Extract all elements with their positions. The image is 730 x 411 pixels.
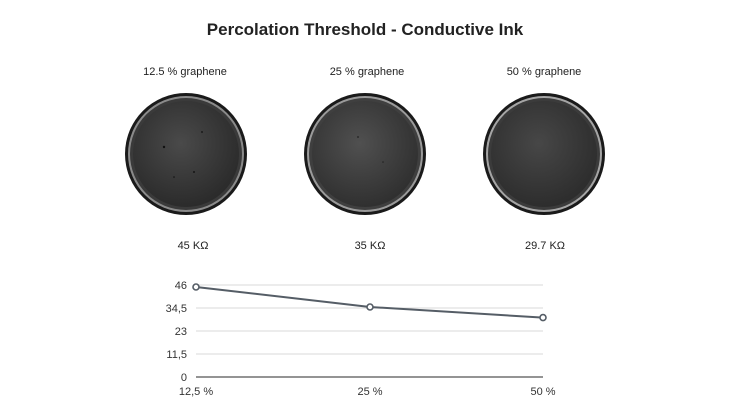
x-tick-label: 50 % bbox=[530, 386, 555, 398]
y-tick-label: 46 bbox=[175, 280, 187, 292]
sample-label-2: 25 % graphene bbox=[329, 66, 405, 78]
data-point bbox=[539, 313, 547, 322]
petri-dish-image-3 bbox=[483, 93, 605, 215]
sample-label-1: 12.5 % graphene bbox=[143, 66, 227, 78]
x-axis-ticks: 12,5 % 25 % 50 % bbox=[179, 386, 556, 398]
series-line bbox=[195, 286, 544, 319]
chart-grid bbox=[196, 284, 543, 378]
y-axis-ticks: 0 11,5 23 34,5 46 bbox=[166, 280, 187, 384]
data-point bbox=[366, 303, 374, 311]
chart-title: Percolation Threshold - Conductive Ink bbox=[206, 20, 524, 39]
x-tick-label: 25 % bbox=[357, 386, 382, 398]
y-tick-label: 11,5 bbox=[166, 349, 187, 361]
data-point bbox=[192, 283, 200, 291]
x-tick-label: 12,5 % bbox=[179, 386, 213, 398]
resistance-label-1: 45 KΩ bbox=[177, 240, 209, 252]
resistance-label-2: 35 KΩ bbox=[354, 240, 386, 252]
petri-dish-image-1 bbox=[125, 93, 247, 215]
sample-label-3: 50 % graphene bbox=[506, 66, 582, 78]
series-resistance bbox=[192, 283, 547, 322]
y-tick-label: 23 bbox=[175, 326, 187, 338]
y-tick-label: 0 bbox=[181, 372, 187, 384]
resistance-label-3: 29.7 KΩ bbox=[524, 240, 566, 252]
petri-dish-image-2 bbox=[304, 93, 426, 215]
y-tick-label: 34,5 bbox=[166, 303, 187, 315]
